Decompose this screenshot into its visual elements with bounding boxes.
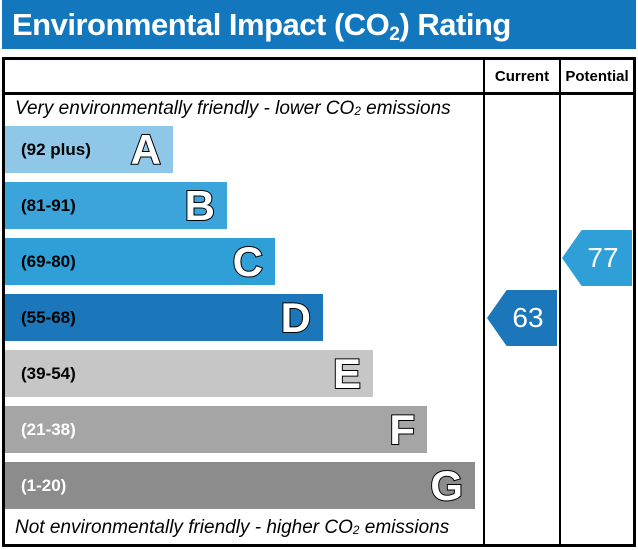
potential-marker-value: 77	[587, 242, 619, 273]
band-letter: B	[184, 181, 216, 230]
current-marker-arrow: 63	[487, 290, 557, 346]
column-divider	[483, 60, 485, 544]
co2-subscript: 2	[352, 524, 360, 538]
band-letter: E	[332, 349, 362, 398]
page-title: Environmental Impact (CO2) Rating	[12, 6, 511, 45]
top-caption-suffix: emissions	[360, 97, 451, 119]
band-bar-c: (69-80) C	[5, 237, 275, 286]
co2-subscript: 2	[354, 105, 361, 119]
band-bar-b: (81-91) B	[5, 181, 227, 230]
band-bar-d: (55-68) D	[5, 293, 323, 342]
title-suffix: ) Rating	[399, 6, 511, 42]
column-header-potential: Potential	[565, 67, 629, 85]
band-letter: F	[388, 405, 416, 454]
bottom-caption-prefix: Not environmentally friendly - higher CO	[15, 516, 353, 538]
band-bar-f: (21-38) F	[5, 405, 427, 454]
band-letter: D	[280, 293, 312, 342]
bottom-caption: Not environmentally friendly - higher CO…	[5, 514, 483, 541]
column-divider	[559, 60, 561, 544]
title-bar: Environmental Impact (CO2) Rating	[2, 0, 636, 49]
title-prefix: Environmental Impact (CO	[12, 6, 390, 42]
band-bar-g: (1-20) G	[5, 461, 475, 510]
column-header-current: Current	[494, 67, 550, 85]
bottom-caption-suffix: emissions	[359, 516, 450, 538]
band-range-label: (92 plus)	[21, 139, 91, 159]
rating-table: Current Potential Very environmentally f…	[2, 57, 636, 547]
band-letter: A	[130, 125, 162, 174]
potential-marker-arrow: 77	[562, 230, 632, 286]
band-letter: G	[429, 461, 464, 510]
band-letter: C	[232, 237, 264, 286]
header-divider	[5, 92, 633, 95]
band-range-label: (1-20)	[21, 475, 67, 495]
top-caption-prefix: Very environmentally friendly - lower CO	[15, 97, 355, 119]
band-bar-a: (92 plus) A	[5, 125, 173, 174]
band-range-label: (55-68)	[21, 307, 76, 327]
current-marker-value: 63	[512, 302, 544, 333]
band-range-label: (21-38)	[21, 419, 76, 439]
band-range-label: (39-54)	[21, 363, 76, 383]
band-range-label: (81-91)	[21, 195, 76, 215]
band-range-label: (69-80)	[21, 251, 76, 271]
band-bar-e: (39-54) E	[5, 349, 373, 398]
co2-subscript: 2	[389, 23, 400, 45]
top-caption: Very environmentally friendly - lower CO…	[5, 95, 483, 122]
